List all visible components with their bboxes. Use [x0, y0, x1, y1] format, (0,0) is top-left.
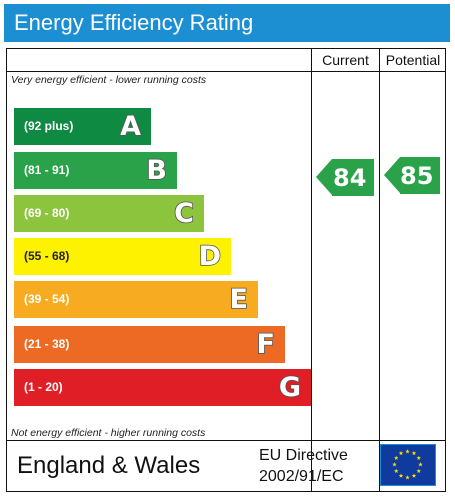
- current-arrow-point: [316, 159, 332, 195]
- rating-band-range: (81 - 91): [24, 163, 70, 177]
- eu-flag-star: [393, 455, 399, 460]
- rating-band-g: (1 - 20) G: [14, 369, 311, 406]
- eu-flag-star: [398, 450, 404, 456]
- eu-flag-star: [416, 468, 422, 473]
- rating-band-letter: C: [173, 197, 194, 230]
- eu-flag-star: [418, 462, 423, 467]
- rating-band-letter: B: [146, 154, 168, 187]
- potential-arrow-point: [384, 157, 400, 193]
- rating-band-range: (69 - 80): [24, 206, 70, 220]
- rating-band-letter: F: [256, 328, 276, 361]
- rating-band-letter: A: [119, 110, 141, 143]
- potential-rating-arrow: 85: [384, 157, 440, 194]
- rating-band-c: (69 - 80) C: [14, 195, 204, 232]
- rating-band-b: (81 - 91) B: [14, 152, 177, 189]
- footer-region: England & Wales: [17, 452, 201, 479]
- rating-band-d: (55 - 68) D: [14, 238, 231, 275]
- column-header-potential: Potential: [385, 52, 441, 68]
- page-title: Energy Efficiency Rating: [14, 10, 254, 35]
- eu-flag-star: [405, 449, 410, 454]
- footer-directive-line2: 2002/91/EC: [259, 468, 344, 485]
- rating-band-range: (21 - 38): [24, 337, 70, 351]
- eu-flag-star: [405, 475, 410, 480]
- rating-band-range: (92 plus): [24, 119, 74, 133]
- column-divider-current: [311, 48, 312, 492]
- eu-flag-star: [393, 468, 399, 473]
- current-rating-arrow: 84: [316, 159, 374, 196]
- footer-directive-line1: EU Directive: [259, 447, 348, 464]
- title-bar: Energy Efficiency Rating: [4, 4, 450, 42]
- eu-flag-star: [392, 462, 397, 467]
- rating-band-letter: E: [229, 283, 249, 316]
- potential-arrow-body: [400, 157, 440, 194]
- rating-band-letter: G: [278, 371, 302, 404]
- rating-band-range: (55 - 68): [24, 249, 70, 263]
- header-divider: [6, 71, 446, 72]
- current-rating-value: 84: [333, 164, 367, 192]
- eu-flag-star: [411, 473, 417, 478]
- eu-flag-star: [411, 450, 417, 456]
- rating-band-range: (1 - 20): [24, 380, 63, 394]
- eu-flag-star: [416, 455, 422, 460]
- eu-flag-star: [398, 473, 404, 478]
- column-divider-potential: [379, 48, 380, 492]
- rating-band-letter: D: [198, 240, 222, 273]
- column-header-current: Current: [322, 52, 369, 68]
- current-arrow-body: [332, 159, 374, 196]
- rating-band-f: (21 - 38) F: [14, 326, 285, 363]
- eu-flag-icon: [380, 444, 436, 486]
- rating-band-range: (39 - 54): [24, 292, 70, 306]
- potential-rating-value: 85: [400, 162, 434, 190]
- note-inefficient: Not energy efficient - higher running co…: [11, 427, 206, 439]
- rating-band-a: (92 plus) A: [14, 108, 151, 145]
- rating-band-e: (39 - 54) E: [14, 281, 258, 318]
- note-efficient: Very energy efficient - lower running co…: [11, 74, 207, 86]
- eu-flag-stars: [392, 449, 423, 480]
- rating-table: [6, 48, 446, 492]
- footer-divider: [6, 440, 446, 441]
